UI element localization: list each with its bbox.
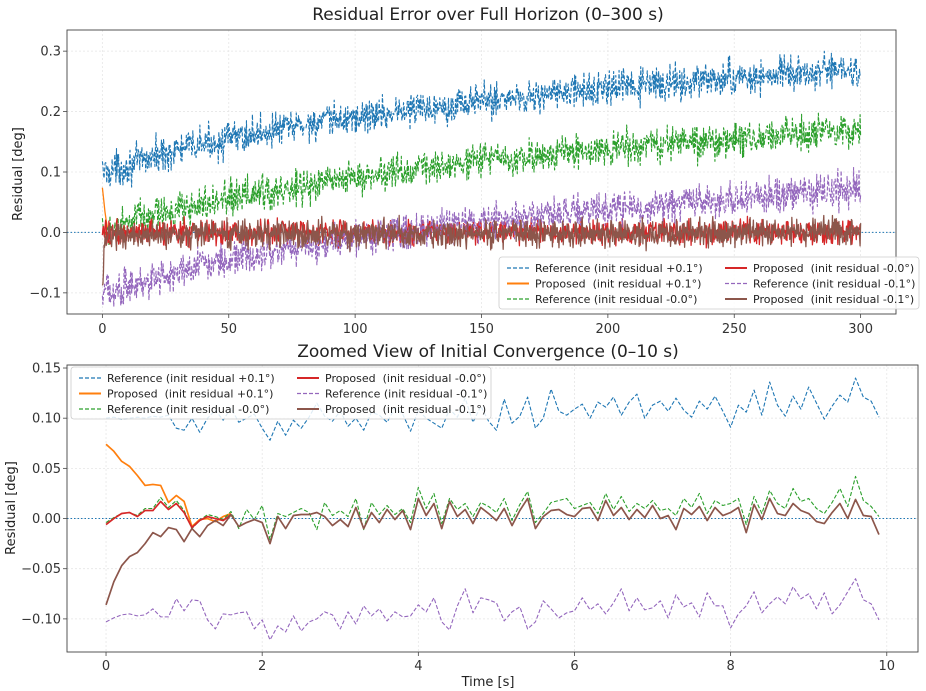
legend-item-reference-init-residual-0-0: Reference (init residual -0.0°): [79, 403, 269, 416]
legend-label: Reference (init residual -0.0°): [107, 403, 269, 416]
y-tick-label: 0.05: [32, 462, 61, 477]
series-line-proposed-init-residual-0-0: [105, 500, 232, 529]
x-tick-label: 10: [878, 659, 895, 674]
y-tick-label: 0.0: [40, 226, 61, 241]
chart-title: Residual Error over Full Horizon (0–300 …: [312, 5, 664, 25]
y-tick-label: 0.3: [40, 45, 61, 60]
series-line-reference-init-residual-0-1: [101, 166, 862, 308]
legend-label: Proposed (init residual +0.1°): [107, 388, 273, 401]
full-horizon-panel: Residual Error over Full Horizon (0–300 …: [11, 5, 920, 337]
series-line-proposed-init-residual-0-1: [105, 497, 880, 606]
y-tick-label: −0.1: [29, 286, 61, 301]
y-tick-label: 0.10: [32, 412, 61, 427]
legend-label: Proposed (init residual -0.1°): [753, 293, 914, 306]
x-tick-label: 0: [98, 322, 106, 337]
initial-convergence-panel: Zoomed View of Initial Convergence (0–10…: [4, 342, 919, 690]
y-tick-label: −0.05: [21, 562, 61, 577]
series-line-reference-init-residual-0-1: [101, 50, 862, 188]
x-tick-label: 300: [848, 322, 873, 337]
legend-label: Reference (init residual +0.1°): [535, 262, 703, 275]
legend-label: Proposed (init residual -0.1°): [325, 403, 486, 416]
legend-item-proposed-init-residual-0-1: Proposed (init residual +0.1°): [79, 388, 273, 401]
series-line-reference-init-residual-0-1: [105, 377, 880, 441]
legend-item-proposed-init-residual-0-1: Proposed (init residual -0.1°): [297, 403, 486, 416]
series-layer: [105, 377, 880, 641]
legend-item-reference-init-residual-0-1: Reference (init residual -0.1°): [297, 388, 487, 401]
y-tick-label: 0.2: [40, 105, 61, 120]
legend-label: Proposed (init residual -0.0°): [753, 262, 914, 275]
series-line-proposed-init-residual-0-1: [105, 443, 232, 528]
x-axis-label: Time [s]: [461, 675, 515, 690]
legend-item-reference-init-residual-0-0: Reference (init residual -0.0°): [507, 293, 697, 306]
legend: Reference (init residual +0.1°) Proposed …: [70, 366, 492, 420]
series-line-reference-init-residual-0-0: [105, 475, 880, 541]
legend-item-reference-init-residual-0-1: Reference (init residual +0.1°): [507, 262, 703, 275]
y-tick-label: −0.10: [21, 612, 61, 627]
y-axis-label: Residual [deg]: [4, 461, 19, 555]
legend-label: Reference (init residual +0.1°): [107, 372, 275, 385]
y-tick-label: 0.15: [32, 362, 61, 377]
y-axis-label: Residual [deg]: [11, 127, 26, 221]
legend-item-reference-init-residual-0-1: Reference (init residual -0.1°): [725, 278, 915, 291]
x-tick-label: 50: [220, 322, 237, 337]
legend-label: Reference (init residual -0.1°): [325, 388, 487, 401]
legend-item-proposed-init-residual-0-0: Proposed (init residual -0.0°): [297, 372, 486, 385]
legend-box: [70, 366, 492, 420]
x-tick-label: 100: [343, 322, 368, 337]
series-layer: [101, 50, 862, 308]
legend-item-proposed-init-residual-0-1: Proposed (init residual +0.1°): [507, 278, 701, 291]
legend-label: Proposed (init residual -0.0°): [325, 372, 486, 385]
chart-title: Zoomed View of Initial Convergence (0–10…: [297, 342, 679, 362]
legend-label: Reference (init residual -0.0°): [535, 293, 697, 306]
legend-label: Proposed (init residual +0.1°): [535, 278, 701, 291]
x-tick-label: 150: [469, 322, 494, 337]
plot-frame: [66, 364, 919, 653]
x-tick-label: 200: [595, 322, 620, 337]
x-axis-ticks: 0 2 4 6 8 10: [102, 652, 895, 674]
y-axis-ticks: −0.1 0.0 0.1 0.2 0.3: [29, 45, 67, 301]
legend-label: Reference (init residual -0.1°): [753, 278, 915, 291]
y-tick-label: 0.1: [40, 166, 61, 181]
legend-item-proposed-init-residual-0-0: Proposed (init residual -0.0°): [725, 262, 914, 275]
legend-item-proposed-init-residual-0-1: Proposed (init residual -0.1°): [725, 293, 914, 306]
series-line-reference-init-residual-0-1: [105, 578, 880, 641]
x-tick-label: 8: [726, 659, 734, 674]
x-axis-ticks: 0 50 100 150 200 250 300: [98, 314, 873, 337]
legend-box: [498, 256, 920, 310]
x-tick-label: 2: [258, 659, 266, 674]
y-axis-ticks: −0.10 −0.05 0.00 0.05 0.10 0.15: [21, 362, 67, 627]
x-tick-label: 0: [102, 659, 110, 674]
legend: Reference (init residual +0.1°) Proposed …: [498, 256, 920, 310]
series-line-proposed-init-residual-0-1: [101, 214, 862, 286]
x-tick-label: 4: [414, 659, 422, 674]
x-tick-label: 250: [722, 322, 747, 337]
legend-item-reference-init-residual-0-1: Reference (init residual +0.1°): [79, 372, 275, 385]
series-line-reference-init-residual-0-0: [101, 112, 862, 245]
y-tick-label: 0.00: [32, 512, 61, 527]
x-tick-label: 6: [570, 659, 578, 674]
